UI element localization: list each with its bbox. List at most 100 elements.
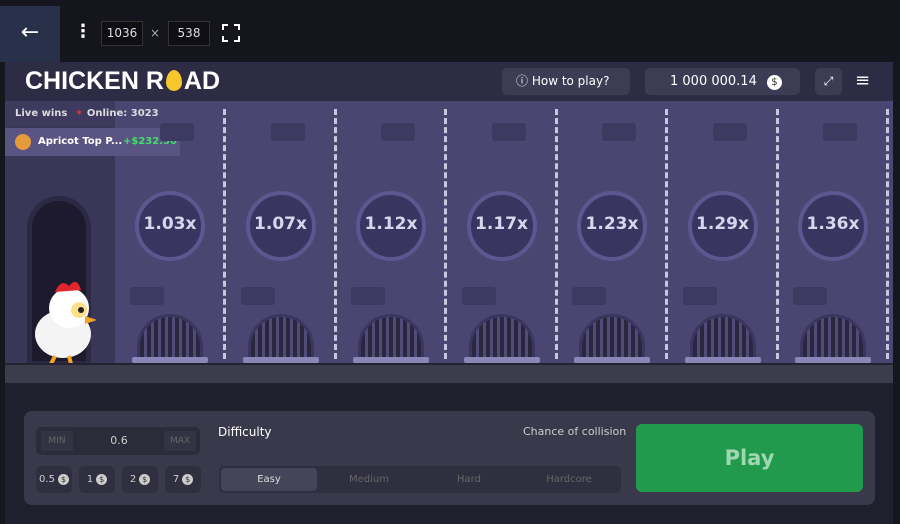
multiplier: 1.29x: [696, 214, 749, 234]
logo: CHICKEN R AD: [25, 67, 220, 96]
back-button[interactable]: ←: [0, 6, 60, 62]
multiplier-coin: [356, 191, 426, 261]
lane-divider: [665, 109, 668, 359]
currency-icon: $: [182, 474, 194, 485]
brick: [160, 123, 194, 141]
curb: [463, 357, 540, 363]
logo-text: CHICKEN R: [25, 67, 164, 95]
brick: [381, 123, 415, 141]
win-amount: +$232.50: [123, 136, 177, 147]
lane-divider: [333, 109, 337, 359]
lane-divider: [886, 109, 889, 359]
curb: [684, 357, 761, 363]
multiplier-coin: [687, 191, 758, 261]
sewer-grate: [689, 314, 756, 360]
sewer-grate: [358, 314, 424, 360]
multiplier: 1.36x: [806, 214, 860, 234]
currency-icon: $: [96, 474, 108, 485]
brick: [602, 123, 636, 141]
sewer-grate: [137, 314, 203, 360]
scene: Live wins ✶ Online: 3023 Apricot Top P..…: [5, 101, 893, 383]
sewer-grate: [579, 314, 645, 360]
multiplier-coin: [577, 191, 647, 261]
live-wins-title: Live wins: [15, 108, 68, 119]
how-to-play-label: How to play?: [531, 74, 610, 88]
chip-value: 0.5: [39, 474, 55, 485]
curb: [353, 357, 429, 363]
bet-chip[interactable]: 7 $: [165, 466, 201, 493]
difficulty-option[interactable]: Hard: [457, 474, 481, 485]
how-to-play-button[interactable]: ⓘ How to play?: [502, 68, 630, 95]
lane-divider: [554, 109, 558, 359]
difficulty-option[interactable]: Easy: [221, 468, 317, 491]
bet-value: 0.6: [110, 434, 128, 447]
menu-dots[interactable]: ⋮: [74, 21, 92, 42]
bet-chip[interactable]: 0.5 $: [36, 466, 72, 493]
sewer-grate: [800, 314, 866, 360]
multiplier: 1.12x: [364, 214, 418, 234]
height-field[interactable]: 538: [168, 21, 210, 46]
win-row: [5, 128, 180, 156]
multiplier-coin: [135, 191, 205, 261]
chance-label: Chance of collision: [523, 425, 627, 438]
curb: [795, 357, 871, 363]
live-wins-bar: [5, 101, 115, 127]
game: CHICKEN R AD ⓘ How to play? 1 000 000.14 …: [5, 62, 893, 524]
brick: [572, 287, 606, 305]
fullscreen-icon[interactable]: [222, 24, 240, 42]
bet-chip[interactable]: 1 $: [79, 466, 115, 493]
brick: [712, 123, 747, 141]
difficulty-option[interactable]: Hardcore: [546, 474, 592, 485]
multiplier-coin: [798, 191, 868, 261]
expand-button[interactable]: ⤢: [815, 68, 842, 95]
difficulty-label: Difficulty: [218, 425, 272, 439]
lane-divider: [775, 109, 779, 359]
balance: 1 000 000.14 $: [645, 68, 800, 95]
difficulty-selector: Easy Medium Hard Hardcore: [219, 466, 621, 493]
lane-divider: [223, 109, 226, 359]
brick: [491, 123, 526, 141]
max-button[interactable]: MAX: [164, 431, 196, 451]
play-button[interactable]: Play: [636, 424, 863, 492]
curb: [574, 357, 650, 363]
width-field[interactable]: 1036: [101, 21, 143, 46]
currency-icon: $: [766, 75, 782, 90]
road-edge: [5, 363, 893, 383]
avatar: [15, 134, 31, 150]
brick: [461, 287, 496, 305]
control-panel: MIN 0.6 MAX Difficulty Chance of collisi…: [24, 411, 875, 505]
balance-value: 1 000 000.14: [670, 74, 757, 89]
brick: [793, 287, 827, 305]
curb: [132, 357, 208, 363]
multiplier: 1.17x: [475, 214, 528, 234]
brick: [823, 123, 857, 141]
sewer-grate: [468, 314, 535, 360]
sewer-grate: [247, 314, 314, 360]
multiplier-coin: [466, 191, 537, 261]
header: CHICKEN R AD ⓘ How to play? 1 000 000.14 …: [5, 62, 893, 101]
brick: [682, 287, 717, 305]
online-label: Online: 3023: [86, 108, 159, 119]
bet-chip[interactable]: 2 $: [122, 466, 158, 493]
brick: [130, 287, 164, 305]
logo-text: AD: [183, 67, 221, 95]
menu-button[interactable]: ≡: [855, 70, 871, 91]
lane-divider: [444, 109, 447, 359]
min-button[interactable]: MIN: [41, 431, 73, 451]
egg: [165, 70, 182, 91]
chip-value: 1: [86, 474, 94, 485]
multiplier: 1.07x: [254, 214, 307, 234]
multiplier-coin: [245, 191, 316, 261]
multiplier: 1.23x: [585, 214, 639, 234]
currency-icon: $: [57, 474, 69, 485]
online-count: ✶ Online: 3023: [75, 108, 159, 119]
chip-value: 2: [129, 474, 137, 485]
chip-value: 7: [172, 474, 180, 485]
difficulty-option[interactable]: Medium: [349, 474, 389, 485]
chicken: [35, 281, 97, 365]
currency-icon: $: [139, 474, 151, 485]
brick: [270, 123, 305, 141]
brick: [351, 287, 385, 305]
toolbar: ← ⋮ 1036 × 538: [0, 0, 900, 62]
